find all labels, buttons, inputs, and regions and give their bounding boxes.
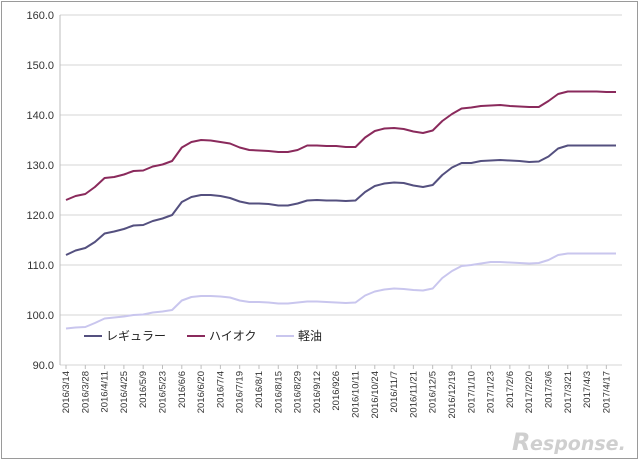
x-tick-label: 2016/9/12 [312, 371, 323, 413]
legend-label-regular: レギュラー [106, 329, 166, 343]
x-tick-label: 2016/6/6 [177, 371, 188, 408]
x-tick-label: 2016/12/5 [428, 371, 439, 413]
x-tick-label: 2017/1/23 [486, 371, 497, 413]
response-watermark: R esponse. [512, 428, 626, 456]
x-tick-label: 2017/3/6 [543, 371, 554, 408]
watermark-initial: R [512, 428, 530, 456]
series-line-1 [65, 90, 616, 201]
grid-lines [59, 14, 622, 366]
x-tick-label: 2016/3/28 [80, 371, 91, 413]
legend: レギュラー ハイオク 軽油 [84, 329, 322, 343]
x-tick-label: 2016/4/25 [119, 371, 130, 413]
x-tick-label: 2016/926 [331, 371, 342, 411]
x-tick-label: 2016/5/9 [138, 371, 149, 408]
x-tick-label: 2016/3/14 [61, 371, 72, 413]
x-tick-label: 2016/8/15 [273, 371, 284, 413]
x-tick-label: 2016/8/1 [254, 371, 265, 408]
y-tick-label: 130.0 [26, 160, 54, 172]
x-tick-label: 2016/4/11 [100, 371, 111, 413]
legend-label-diesel: 軽油 [298, 329, 322, 343]
y-tick-label: 160.0 [26, 10, 54, 22]
x-tick-label: 2016/5/23 [157, 371, 168, 413]
x-tick-label: 2017/3/21 [563, 371, 574, 413]
y-tick-label: 90.0 [33, 360, 54, 372]
watermark-text: esponse. [530, 433, 626, 455]
y-tick-label: 100.0 [26, 310, 54, 322]
x-tick-label: 2016/6/20 [196, 371, 207, 413]
x-tick-label: 2016/11/7 [389, 371, 400, 413]
x-tick-label: 2017/2/6 [505, 371, 516, 408]
x-tick-label: 2017/2/20 [524, 371, 535, 413]
x-tick-label: 2017/4/17 [601, 371, 612, 413]
x-tick-label: 2017/4/3 [582, 371, 593, 408]
y-tick-label: 140.0 [26, 110, 54, 122]
series-line-0 [65, 144, 616, 256]
y-tick-label: 150.0 [26, 60, 54, 72]
series-lines [65, 90, 616, 330]
x-tick-label: 2016/10/11 [350, 371, 361, 418]
x-tick-label: 2017/1/10 [466, 371, 477, 413]
x-tick-label: 2016/10/24 [370, 371, 381, 419]
x-tick-label: 2016/11/21 [408, 371, 419, 418]
series-line-2 [65, 252, 616, 330]
legend-label-highoctane: ハイオク [209, 329, 257, 343]
y-tick-label: 120.0 [26, 210, 54, 222]
x-tick-label: 2016/7/4 [215, 371, 226, 408]
x-tick-label: 2016/7/19 [235, 371, 246, 413]
x-axis: 2016/3/14 2016/3/28 2016/4/11 2016/4/25 2016… [61, 365, 612, 419]
y-axis: 90.0 100.0 110.0 120.0 130.0 140.0 150.0 160.0 [26, 10, 54, 372]
x-tick-label: 2016/12/19 [447, 371, 458, 419]
x-tick-label: 2016/8/29 [293, 371, 304, 413]
y-tick-label: 110.0 [27, 260, 54, 272]
